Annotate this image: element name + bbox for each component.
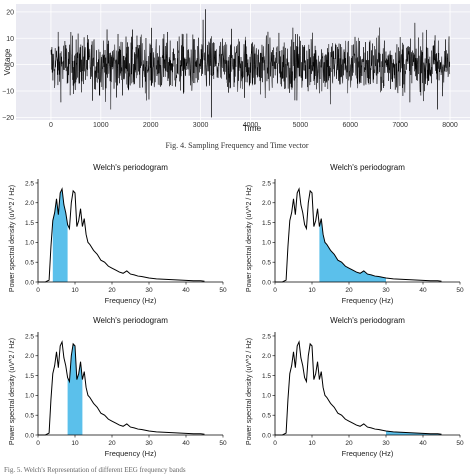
fig4-caption: Fig. 4. Sampling Frequency and Time vect… — [165, 141, 309, 150]
y-tick-label: 0.0 — [262, 279, 271, 286]
psd-curve — [38, 340, 205, 436]
fig4-y-tick: −10 — [2, 89, 14, 96]
y-axis-label: Power spectral density (uV^2 / Hz) — [246, 185, 253, 292]
fig4-y-tick: 20 — [6, 9, 14, 16]
fig4-grid — [16, 4, 470, 120]
x-tick-label: 20 — [108, 440, 116, 447]
x-tick-label: 40 — [182, 440, 190, 447]
y-tick-label: 2.5 — [25, 333, 34, 340]
y-tick-label: 1.5 — [25, 373, 34, 380]
y-tick-label: 1.0 — [25, 393, 34, 400]
x-tick-label: 40 — [182, 287, 190, 294]
fig4-y-tick-labels: 20 10 0 −10 −20 — [2, 9, 14, 121]
x-axis-label: Frequency (Hz) — [342, 296, 394, 305]
fig4-x-tick: 5000 — [293, 122, 309, 129]
x-tick-label: 30 — [145, 440, 153, 447]
psd-curve — [38, 187, 205, 283]
fig4-signal-line — [50, 9, 451, 118]
fig4-y-tick: −20 — [2, 115, 14, 122]
periodogram-title: Welch's periodogram — [330, 316, 405, 325]
x-tick-label: 30 — [382, 440, 390, 447]
periodogram-panel-3: Welch's periodogram 0 10 20 30 40 50 0.0 0.5 1.0 1… — [0, 308, 237, 465]
x-tick-label: 0 — [273, 287, 277, 294]
x-tick-label: 0 — [36, 287, 40, 294]
y-tick-label: 2.0 — [262, 353, 271, 360]
y-tick-label: 2.0 — [262, 200, 271, 207]
x-tick-label: 50 — [456, 440, 464, 447]
fig4-y-tick: 0 — [10, 62, 14, 69]
fig4-x-tick-labels: 0 1000 2000 3000 4000 5000 6000 7000 8000 — [49, 122, 458, 129]
frequency-band-fill — [52, 188, 68, 282]
x-tick-label: 10 — [308, 287, 316, 294]
x-tick-label: 50 — [219, 287, 227, 294]
frequency-band-fill — [67, 343, 83, 435]
y-tick-label: 1.0 — [262, 393, 271, 400]
y-tick-label: 2.5 — [25, 180, 34, 187]
y-tick-label: 2.0 — [25, 200, 34, 207]
y-tick-label: 0.0 — [25, 279, 34, 286]
periodogram-chart-2: Welch's periodogram 0 10 20 30 40 50 0.0 0.5 1.0 1… — [246, 163, 464, 305]
y-axis-label: Power spectral density (uV^2 / Hz) — [9, 338, 16, 445]
y-tick-label: 1.5 — [25, 220, 34, 227]
y-axis-label: Power spectral density (uV^2 / Hz) — [9, 185, 16, 292]
y-tick-label: 2.5 — [262, 180, 271, 187]
y-tick-label: 0.5 — [262, 259, 271, 266]
x-axis-label: Frequency (Hz) — [105, 296, 157, 305]
periodogram-title: Welch's periodogram — [93, 316, 168, 325]
psd-curve — [275, 340, 442, 436]
x-tick-label: 10 — [308, 440, 316, 447]
y-tick-label: 1.5 — [262, 373, 271, 380]
fig4-x-tick: 1000 — [93, 122, 109, 129]
y-tick-label: 2.5 — [262, 333, 271, 340]
periodogram-panel-4: Welch's periodogram 0 10 20 30 40 50 0.0 0.5 1.0 1… — [237, 308, 474, 465]
fig4-time-series-chart: 0 1000 2000 3000 4000 5000 6000 7000 8000 20 10 0 −… — [2, 4, 470, 133]
y-tick-label: 1.0 — [25, 240, 34, 247]
y-tick-label: 0.5 — [262, 412, 271, 419]
frequency-band-fill — [319, 218, 386, 282]
x-tick-label: 10 — [71, 440, 79, 447]
x-tick-label: 50 — [219, 440, 227, 447]
periodogram-chart-4: Welch's periodogram 0 10 20 30 40 50 0.0 0.5 1.0 1… — [246, 316, 464, 458]
x-tick-label: 40 — [419, 440, 427, 447]
y-tick-label: 0.5 — [25, 412, 34, 419]
x-axis-label: Frequency (Hz) — [105, 449, 157, 458]
fig4-x-tick: 2000 — [143, 122, 159, 129]
fig4-x-axis-label: Time — [243, 123, 262, 133]
y-tick-label: 0.0 — [262, 432, 271, 439]
fig5-caption: Fig. 5. Welch's Representation of differ… — [4, 466, 186, 474]
periodogram-title: Welch's periodogram — [330, 163, 405, 172]
x-tick-label: 0 — [273, 440, 277, 447]
x-tick-label: 0 — [36, 440, 40, 447]
fig4-x-tick: 4000 — [243, 122, 259, 129]
x-tick-label: 30 — [382, 287, 390, 294]
y-tick-label: 2.0 — [25, 353, 34, 360]
x-axis-label: Frequency (Hz) — [342, 449, 394, 458]
x-tick-label: 40 — [419, 287, 427, 294]
fig4-x-tick: 0 — [49, 122, 53, 129]
y-tick-label: 0.5 — [25, 259, 34, 266]
periodogram-panel-2: Welch's periodogram 0 10 20 30 40 50 0.0 0.5 1.0 1… — [237, 155, 474, 312]
y-tick-label: 0.0 — [25, 432, 34, 439]
periodogram-chart-1: Welch's periodogram 0 10 20 30 40 50 0.0 0.5 1.0 1… — [9, 163, 227, 305]
x-tick-label: 10 — [71, 287, 79, 294]
fig4-x-tick: 3000 — [193, 122, 209, 129]
fig4-x-tick: 8000 — [442, 122, 458, 129]
x-tick-label: 50 — [456, 287, 464, 294]
x-tick-label: 20 — [108, 287, 116, 294]
fig4-y-axis-label: Voltage — [3, 48, 12, 75]
y-tick-label: 1.5 — [262, 220, 271, 227]
fig4-x-tick: 6000 — [342, 122, 358, 129]
periodogram-panel-1: Welch's periodogram 0 10 20 30 40 50 0.0 0.5 1.0 1… — [0, 155, 237, 312]
fig4-x-tick: 7000 — [392, 122, 408, 129]
psd-curve — [275, 187, 442, 283]
periodogram-chart-3: Welch's periodogram 0 10 20 30 40 50 0.0 0.5 1.0 1… — [9, 316, 227, 458]
x-tick-label: 30 — [145, 287, 153, 294]
y-tick-label: 1.0 — [262, 240, 271, 247]
periodogram-title: Welch's periodogram — [93, 163, 168, 172]
x-tick-label: 20 — [345, 287, 353, 294]
y-axis-label: Power spectral density (uV^2 / Hz) — [246, 338, 253, 445]
x-tick-label: 20 — [345, 440, 353, 447]
fig4-y-tick: 10 — [6, 36, 14, 43]
